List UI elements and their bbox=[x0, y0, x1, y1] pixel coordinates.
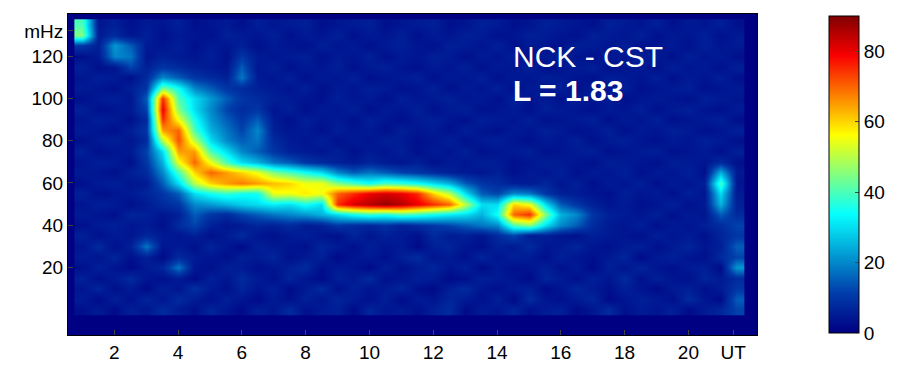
svg-text:L = 1.83: L = 1.83 bbox=[513, 74, 623, 107]
svg-text:40: 40 bbox=[864, 182, 885, 203]
svg-text:60: 60 bbox=[42, 173, 63, 194]
svg-text:4: 4 bbox=[173, 342, 184, 363]
svg-text:NCK - CST: NCK - CST bbox=[513, 40, 663, 73]
svg-text:12: 12 bbox=[423, 342, 444, 363]
svg-text:20: 20 bbox=[864, 252, 885, 273]
svg-text:10: 10 bbox=[359, 342, 380, 363]
svg-text:14: 14 bbox=[486, 342, 508, 363]
svg-text:16: 16 bbox=[550, 342, 571, 363]
svg-text:mHz: mHz bbox=[24, 21, 63, 42]
svg-text:80: 80 bbox=[864, 41, 885, 62]
svg-text:20: 20 bbox=[678, 342, 699, 363]
svg-text:2: 2 bbox=[109, 342, 120, 363]
svg-text:60: 60 bbox=[864, 111, 885, 132]
svg-text:0: 0 bbox=[864, 323, 875, 344]
svg-text:UT: UT bbox=[720, 342, 746, 363]
svg-text:120: 120 bbox=[31, 46, 63, 67]
svg-text:18: 18 bbox=[614, 342, 635, 363]
svg-text:6: 6 bbox=[237, 342, 248, 363]
svg-text:40: 40 bbox=[42, 215, 63, 236]
svg-text:8: 8 bbox=[300, 342, 311, 363]
svg-text:20: 20 bbox=[42, 257, 63, 278]
svg-text:100: 100 bbox=[31, 88, 63, 109]
svg-text:80: 80 bbox=[42, 130, 63, 151]
